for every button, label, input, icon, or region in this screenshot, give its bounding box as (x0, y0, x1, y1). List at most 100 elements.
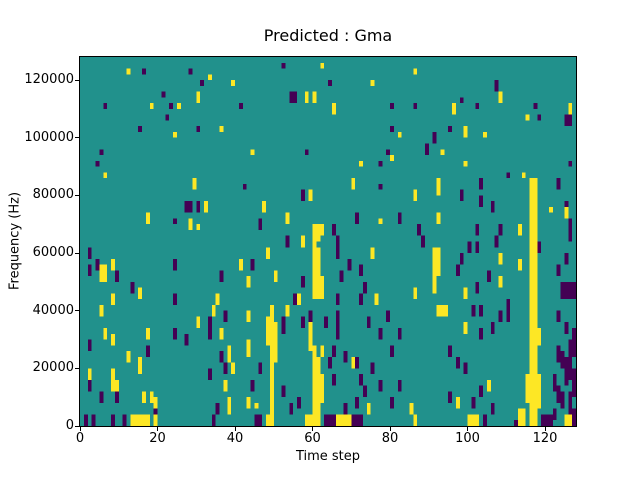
heatmap-cell (490, 322, 495, 334)
heatmap-cell (297, 397, 301, 409)
heatmap-cell (525, 114, 530, 121)
heatmap-cell (351, 178, 356, 190)
heatmap-cell (448, 126, 452, 132)
heatmap-cell (250, 149, 255, 156)
heatmap-cell (126, 68, 131, 75)
heatmap-cell (103, 172, 108, 179)
heatmap-cell (564, 322, 569, 334)
heatmap-cell (506, 299, 511, 311)
heatmap-cell (432, 247, 437, 294)
heatmap-cell (343, 414, 348, 426)
x-tick-label: 20 (149, 431, 166, 446)
heatmap-cell (564, 206, 569, 219)
heatmap-cell (130, 281, 135, 294)
heatmap-cell (320, 224, 325, 236)
heatmap-cell (459, 253, 464, 265)
heatmap-cell (452, 103, 456, 115)
heatmap-cell (409, 402, 414, 415)
heatmap-cell (413, 414, 418, 426)
chart-title: Predicted : Gma (263, 26, 393, 45)
heatmap-cell (324, 316, 328, 328)
heatmap-cell (184, 201, 189, 213)
y-tick-label: 80000 (32, 187, 74, 203)
heatmap-cell (145, 327, 150, 340)
y-axis-label: Frequency (Hz) (7, 191, 23, 291)
heatmap-cell (83, 414, 88, 426)
heatmap-cell (266, 247, 270, 259)
heatmap-cell (343, 402, 348, 415)
heatmap-cell (87, 264, 92, 277)
heatmap-cell (486, 270, 491, 282)
heatmap-cell (165, 114, 170, 121)
x-tick-mark (234, 427, 236, 431)
heatmap-cell (560, 351, 565, 369)
heatmap-cell (87, 368, 92, 380)
heatmap-cell (413, 287, 418, 300)
heatmap-cell (103, 327, 108, 340)
x-tick-mark (389, 427, 391, 431)
heatmap-cell (541, 414, 545, 426)
heatmap-cell (390, 155, 394, 161)
heatmap-cell (572, 327, 576, 357)
heatmap-cell (320, 345, 325, 357)
heatmap-cell (568, 414, 573, 426)
heatmap-cell (471, 414, 476, 426)
heatmap-cell (448, 345, 452, 357)
heatmap-cell (498, 310, 503, 323)
heatmap-cell (390, 397, 394, 409)
heatmap-cell (111, 414, 115, 426)
heatmap-cell (331, 374, 336, 386)
heatmap-cell (138, 356, 142, 375)
heatmap-cell (514, 420, 518, 426)
heatmap-cell (483, 414, 487, 426)
heatmap-cell (455, 264, 460, 277)
heatmap-cell (188, 68, 193, 75)
heatmap-cell (145, 345, 150, 357)
heatmap-cell (463, 287, 468, 300)
heatmap-cell (328, 80, 332, 86)
heatmap-cell (207, 327, 212, 340)
heatmap-cell (200, 80, 204, 86)
heatmap-cell (111, 333, 115, 346)
heatmap-cell (347, 414, 352, 426)
heatmap-cell (537, 327, 542, 346)
heatmap-cell (308, 322, 313, 352)
heatmap-cell (173, 327, 177, 340)
heatmap-cell (525, 374, 530, 403)
heatmap-cell (537, 374, 542, 409)
heatmap-cell (196, 224, 201, 230)
heatmap-cell (111, 368, 115, 392)
heatmap-cell (483, 131, 487, 138)
heatmap-cell (568, 160, 573, 167)
heatmap-background (80, 57, 576, 426)
heatmap-cell (370, 362, 375, 375)
heatmap-cell (413, 103, 418, 109)
heatmap-cell (355, 414, 359, 426)
heatmap-cell (304, 414, 309, 426)
heatmap-cell (215, 402, 220, 415)
heatmap-cell (568, 218, 573, 230)
heatmap-cell (215, 293, 220, 305)
x-tick-label: 100 (455, 431, 480, 446)
heatmap-cell (564, 414, 569, 426)
heatmap-cell (99, 264, 104, 282)
heatmap-cell (269, 304, 274, 426)
heatmap-cell (223, 362, 228, 375)
heatmap-cell (424, 143, 429, 156)
heatmap-cell (111, 293, 115, 305)
heatmap-cell (471, 304, 476, 317)
heatmap-cell (490, 402, 495, 415)
heatmap-cell (149, 391, 154, 403)
heatmap-cell (223, 310, 228, 323)
x-tick-mark (544, 427, 546, 431)
heatmap-cell (196, 316, 201, 328)
heatmap-cell (250, 258, 255, 271)
heatmap-cell (463, 126, 468, 138)
heatmap-cell (211, 304, 216, 317)
heatmap-cell (343, 351, 348, 363)
heatmap-cell (467, 414, 472, 426)
heatmap-cell (254, 402, 259, 409)
heatmap-cell (436, 247, 441, 277)
heatmap-cell (285, 212, 290, 225)
